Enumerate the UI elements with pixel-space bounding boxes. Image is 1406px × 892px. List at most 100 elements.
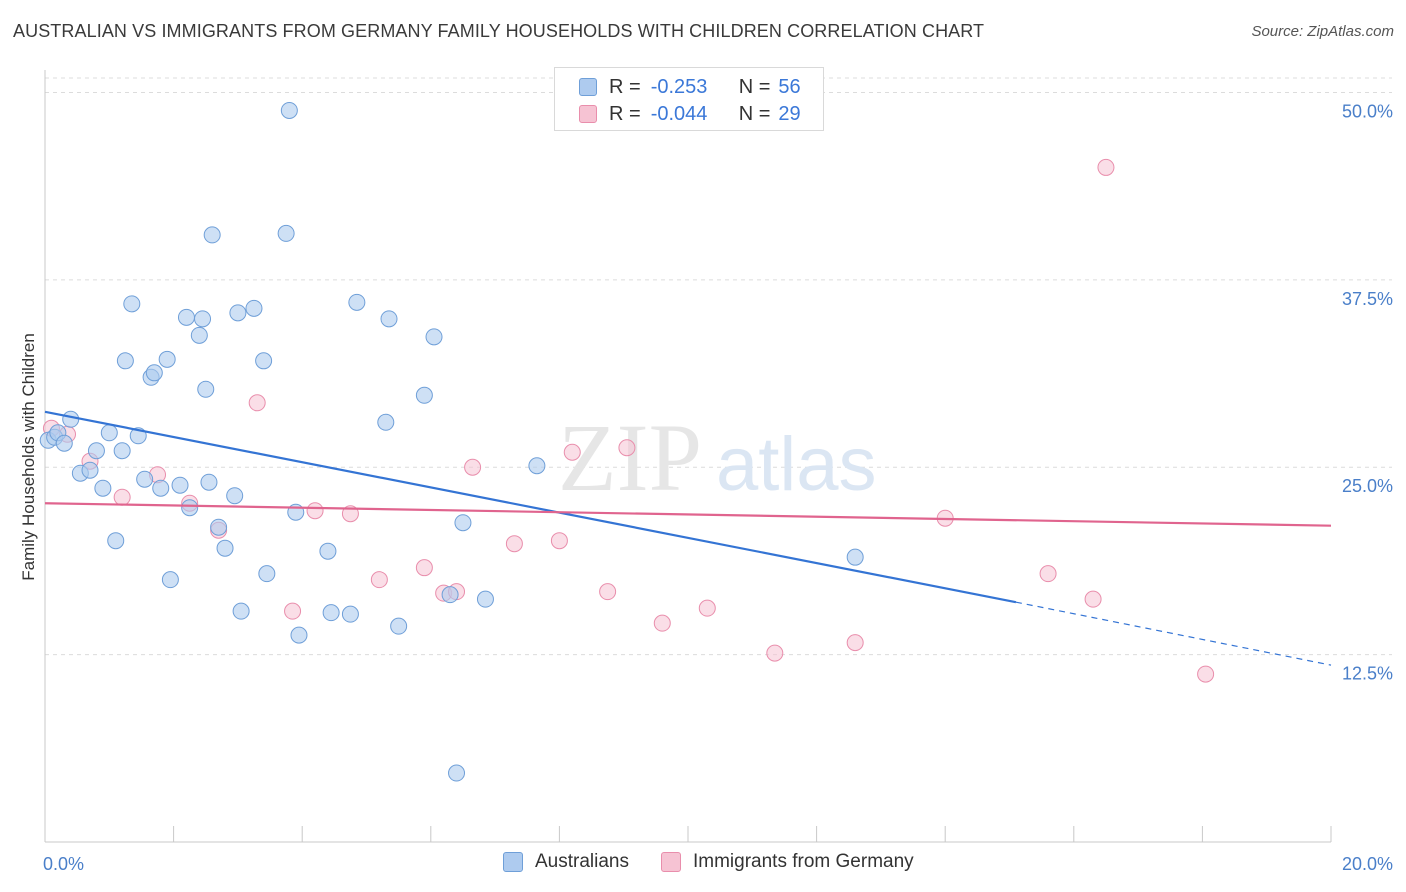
data-point-germany xyxy=(113,488,131,506)
data-point-australians xyxy=(380,310,398,328)
x-tick-label: 0.0% xyxy=(43,854,84,874)
data-point-australians xyxy=(161,571,179,589)
data-point-australians xyxy=(226,487,244,505)
watermark-zip: ZIP xyxy=(558,404,702,511)
data-point-australians xyxy=(255,352,273,370)
data-point-germany xyxy=(653,614,671,632)
legend-r-label: R = xyxy=(609,102,641,125)
data-point-germany xyxy=(370,571,388,589)
y-axis-label: Family Households with Children xyxy=(19,333,38,581)
data-point-australians xyxy=(280,101,298,119)
legend-n-value: 56 xyxy=(778,75,801,98)
data-point-australians xyxy=(528,457,546,475)
data-point-australians xyxy=(216,539,234,557)
data-point-australians xyxy=(100,424,118,442)
legend-r-value: -0.253 xyxy=(650,75,708,98)
data-point-germany xyxy=(505,535,523,553)
axes xyxy=(44,70,1332,843)
legend-row-germany: R = -0.044 N = 29 xyxy=(579,101,801,127)
data-point-australians xyxy=(200,473,218,491)
legend-n-value: 29 xyxy=(778,102,801,125)
data-point-australians xyxy=(203,226,221,244)
data-point-australians xyxy=(181,499,199,517)
data-point-australians xyxy=(158,350,176,368)
y-tick-label: 37.5% xyxy=(1342,289,1393,309)
legend-box: R = -0.253 N = 56 R = -0.044 N = 29 xyxy=(554,67,824,131)
data-point-australians xyxy=(258,565,276,583)
series-immigrants-germany xyxy=(42,83,1215,683)
bottom-legend-label: Australians xyxy=(535,851,629,872)
y-tick-label: 50.0% xyxy=(1342,101,1393,121)
legend-n-label: N = xyxy=(738,75,771,98)
data-point-australians xyxy=(190,326,208,344)
data-point-australians xyxy=(348,293,366,311)
data-point-germany xyxy=(766,644,784,662)
data-point-australians xyxy=(415,386,433,404)
data-point-australians xyxy=(341,605,359,623)
data-point-germany xyxy=(464,458,482,476)
data-point-australians xyxy=(229,304,247,322)
source-credit: Source: ZipAtlas.com xyxy=(1251,23,1394,40)
data-point-australians xyxy=(87,442,105,460)
legend-row-australians: R = -0.253 N = 56 xyxy=(579,74,801,100)
data-point-australians xyxy=(94,479,112,497)
data-point-australians xyxy=(145,364,163,382)
trend-line-australians xyxy=(44,410,1017,604)
data-point-australians xyxy=(290,626,308,644)
data-point-australians xyxy=(55,434,73,452)
watermark-atlas: atlas xyxy=(716,422,877,507)
gridlines xyxy=(45,77,1392,656)
chart-title: AUSTRALIAN VS IMMIGRANTS FROM GERMANY FA… xyxy=(13,21,985,41)
tick-labels: 12.5% 25.0% 37.5% 50.0% 0.0% 20.0% xyxy=(43,101,1393,874)
data-point-germany xyxy=(284,602,302,620)
data-point-germany xyxy=(415,559,433,577)
data-point-australians xyxy=(476,590,494,608)
data-point-australians xyxy=(846,548,864,566)
data-point-germany xyxy=(846,634,864,652)
data-point-australians xyxy=(113,442,131,460)
data-point-germany xyxy=(599,583,617,601)
data-point-australians xyxy=(194,310,212,328)
data-point-australians xyxy=(377,413,395,431)
data-point-germany xyxy=(563,443,581,461)
data-point-australians xyxy=(441,586,459,604)
trend-line-australians-extension xyxy=(1015,601,1332,666)
bottom-legend-label: Immigrants from Germany xyxy=(693,851,914,872)
legend-swatch-blue xyxy=(579,78,597,96)
data-point-australians xyxy=(319,542,337,560)
legend-swatch-pink xyxy=(579,105,597,123)
legend-r-value: -0.044 xyxy=(650,102,708,125)
data-point-germany xyxy=(306,502,324,520)
data-point-australians xyxy=(210,518,228,536)
data-point-germany xyxy=(550,532,568,550)
trend-line-germany xyxy=(44,502,1332,527)
data-point-australians xyxy=(136,470,154,488)
data-point-australians xyxy=(425,328,443,346)
bottom-legend-swatch-pink xyxy=(661,852,681,872)
bottom-legend-australians[interactable]: Australians xyxy=(503,851,629,873)
data-point-germany xyxy=(698,599,716,617)
data-point-australians xyxy=(322,604,340,622)
data-point-australians xyxy=(232,602,250,620)
data-point-australians xyxy=(177,308,195,326)
data-point-germany xyxy=(618,439,636,457)
data-point-germany xyxy=(248,394,266,412)
data-point-australians xyxy=(448,764,466,782)
y-tick-label: 25.0% xyxy=(1342,476,1393,496)
data-point-australians xyxy=(277,224,295,242)
legend-n-label: N = xyxy=(738,102,771,125)
data-point-australians xyxy=(390,617,408,635)
data-point-germany xyxy=(1039,565,1057,583)
data-point-australians xyxy=(116,352,134,370)
data-point-australians xyxy=(81,461,99,479)
data-point-australians xyxy=(171,476,189,494)
data-point-australians xyxy=(62,410,80,428)
data-point-germany xyxy=(1084,590,1102,608)
x-tick-label: 20.0% xyxy=(1342,854,1393,874)
data-point-germany xyxy=(1097,158,1115,176)
y-tick-label: 12.5% xyxy=(1342,664,1393,684)
trend-lines xyxy=(44,410,1332,666)
bottom-legend-germany[interactable]: Immigrants from Germany xyxy=(661,851,914,873)
data-point-australians xyxy=(197,380,215,398)
legend-r-label: R = xyxy=(609,75,641,98)
